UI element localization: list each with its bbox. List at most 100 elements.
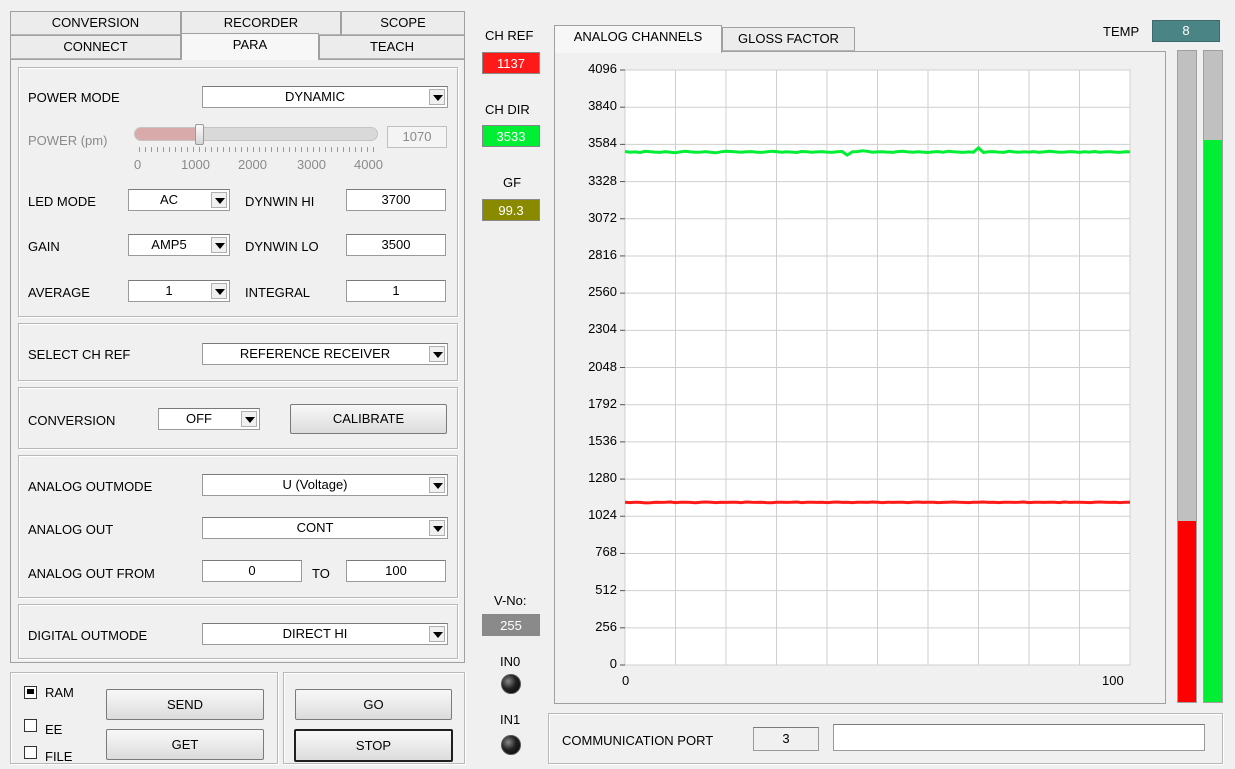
analog-out-value: CONT (296, 520, 334, 535)
ee-label: EE (45, 722, 63, 737)
chevron-down-icon[interactable] (429, 626, 445, 642)
ram-checkbox[interactable] (24, 686, 37, 699)
ch-ref-label: CH REF (485, 28, 534, 43)
gain-value: AMP5 (151, 237, 187, 252)
to-label: TO (312, 566, 330, 581)
integral-field[interactable]: 1 (346, 280, 446, 302)
tab-teach[interactable]: TEACH (319, 35, 465, 59)
power-group (18, 67, 458, 317)
ee-checkbox[interactable] (24, 719, 37, 732)
conversion-select[interactable]: OFF (158, 408, 260, 430)
analog-out-select[interactable]: CONT (202, 517, 448, 539)
communication-port-label: COMMUNICATION PORT (562, 733, 714, 748)
y-tick-label: 3328 (588, 172, 617, 188)
communication-port-field[interactable]: 3 (753, 727, 819, 751)
led-mode-value: AC (159, 192, 179, 207)
power-slider-thumb[interactable] (195, 124, 204, 145)
power-value-field: 1070 (387, 126, 447, 148)
power-scale-1000: 1000 (181, 157, 210, 172)
power-slider-ticks (139, 147, 375, 152)
select-ch-ref-label: SELECT CH REF (28, 347, 131, 362)
in1-label: IN1 (500, 712, 521, 727)
stop-button[interactable]: STOP (294, 729, 453, 762)
power-slider-fill (135, 128, 200, 140)
conversion-group (18, 387, 458, 449)
select-ch-ref-value: REFERENCE RECEIVER (239, 346, 391, 361)
y-tick-label: 768 (595, 544, 617, 560)
tab-analog-channels[interactable]: ANALOG CHANNELS (554, 25, 722, 53)
analog-group (18, 455, 458, 598)
tab-scope[interactable]: SCOPE (341, 11, 465, 35)
digital-group (18, 604, 458, 659)
y-tick-label: 3072 (588, 209, 617, 225)
go-button[interactable]: GO (295, 689, 452, 720)
ch-ref-indicator: 1137 (482, 52, 540, 74)
chevron-down-icon[interactable] (429, 346, 445, 362)
tab-conversion[interactable]: CONVERSION (10, 11, 181, 35)
y-tick-label: 1792 (588, 395, 617, 411)
power-mode-label: POWER MODE (28, 90, 120, 105)
in0-led-icon (501, 674, 521, 694)
chevron-down-icon[interactable] (429, 477, 445, 493)
red-level-bar (1177, 50, 1197, 703)
chart-ticks (620, 69, 625, 666)
power-label: POWER (pm) (28, 133, 108, 148)
in1-led-icon (501, 735, 521, 755)
chevron-down-icon[interactable] (211, 283, 227, 299)
series-line-0 (624, 145, 1131, 157)
y-tick-label: 1024 (588, 507, 617, 523)
analog-out-from-field[interactable]: 0 (202, 560, 302, 582)
dynwin-hi-field[interactable]: 3700 (346, 189, 446, 211)
chevron-down-icon[interactable] (429, 89, 445, 105)
digital-outmode-label: DIGITAL OUTMODE (28, 628, 148, 643)
get-button[interactable]: GET (106, 729, 264, 760)
communication-group (548, 713, 1223, 764)
in0-label: IN0 (500, 654, 521, 669)
v-no-label: V-No: (494, 593, 527, 608)
led-mode-select[interactable]: AC (128, 189, 230, 211)
power-scale-3000: 3000 (297, 157, 326, 172)
send-button[interactable]: SEND (106, 689, 264, 720)
average-value: 1 (165, 283, 173, 298)
y-tick-label: 3840 (588, 98, 617, 114)
tab-para[interactable]: PARA (181, 33, 319, 60)
ch-dir-label: CH DIR (485, 102, 530, 117)
file-checkbox[interactable] (24, 746, 37, 759)
dynwin-lo-field[interactable]: 3500 (346, 234, 446, 256)
chevron-down-icon[interactable] (211, 237, 227, 253)
y-tick-label: 256 (595, 618, 617, 634)
digital-outmode-value: DIRECT HI (282, 626, 348, 641)
gain-select[interactable]: AMP5 (128, 234, 230, 256)
file-label: FILE (45, 749, 73, 764)
power-scale-4000: 4000 (354, 157, 383, 172)
tab-gloss-factor[interactable]: GLOSS FACTOR (722, 27, 855, 51)
chevron-down-icon[interactable] (429, 520, 445, 536)
digital-outmode-select[interactable]: DIRECT HI (202, 623, 448, 645)
calibrate-button[interactable]: CALIBRATE (290, 404, 447, 434)
ram-label: RAM (45, 685, 74, 700)
communication-status-field (833, 724, 1205, 751)
led-mode-label: LED MODE (28, 194, 96, 209)
analog-outmode-value: U (Voltage) (282, 477, 348, 492)
dynwin-hi-label: DYNWIN HI (245, 194, 315, 209)
power-scale-0: 0 (134, 157, 142, 172)
average-select[interactable]: 1 (128, 280, 230, 302)
analog-outmode-select[interactable]: U (Voltage) (202, 474, 448, 496)
y-tick-label: 512 (595, 581, 617, 597)
select-ch-ref-select[interactable]: REFERENCE RECEIVER (202, 343, 448, 365)
y-tick-label: 1280 (588, 470, 617, 486)
y-tick-label: 2048 (588, 358, 617, 374)
power-slider-track[interactable] (134, 127, 378, 141)
gain-label: GAIN (28, 239, 60, 254)
y-tick-label: 3584 (588, 135, 617, 151)
tab-recorder[interactable]: RECORDER (181, 11, 341, 35)
gf-label: GF (503, 175, 522, 190)
chevron-down-icon[interactable] (211, 192, 227, 208)
average-label: AVERAGE (28, 285, 90, 300)
x-tick-label-0: 0 (622, 673, 630, 688)
tab-connect[interactable]: CONNECT (10, 35, 181, 59)
ch-dir-indicator: 3533 (482, 125, 540, 147)
chevron-down-icon[interactable] (241, 411, 257, 427)
analog-out-to-field[interactable]: 100 (346, 560, 446, 582)
power-mode-select[interactable]: DYNAMIC (202, 86, 448, 108)
